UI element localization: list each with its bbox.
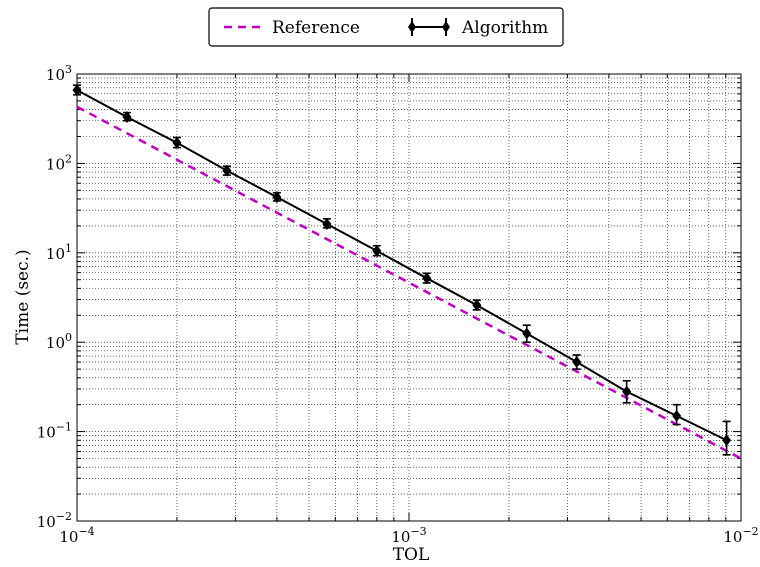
algorithm-point — [722, 434, 732, 447]
algorithm-point — [672, 409, 682, 422]
legend: Reference Algorithm — [208, 7, 564, 47]
series — [72, 84, 742, 460]
y-tick-label: 100 — [46, 331, 72, 352]
y-tick-label: 10−2 — [37, 510, 72, 531]
algorithm-point — [472, 299, 482, 312]
algorithm-point — [622, 385, 632, 398]
x-tick-label: 10−4 — [59, 525, 94, 546]
algorithm-point — [272, 191, 282, 204]
x-axis-label: TOL — [393, 545, 430, 565]
algorithm-point — [322, 217, 332, 230]
x-tick-label: 10−3 — [391, 525, 426, 546]
algorithm-point — [172, 136, 182, 149]
legend-reference-label: Reference — [272, 18, 360, 38]
algorithm-point — [372, 244, 382, 257]
algorithm-point — [72, 84, 82, 97]
y-tick-labels: 10−2 10−1 100 101 102 103 — [37, 63, 72, 531]
algorithm-point — [122, 111, 132, 124]
algorithm-point — [422, 272, 432, 285]
reference-line — [76, 105, 742, 460]
x-tick-labels: 10−4 10−3 10−2 — [59, 525, 758, 546]
algorithm-point — [522, 327, 532, 340]
axis-ticks — [76, 73, 742, 522]
y-tick-label: 10−1 — [37, 421, 72, 442]
legend-box — [208, 7, 564, 47]
x-tick-label: 10−2 — [723, 525, 758, 546]
y-tick-label: 101 — [46, 242, 72, 263]
y-tick-label: 103 — [46, 63, 72, 84]
y-axis-label: Time (sec.) — [13, 249, 33, 344]
algorithm-point — [222, 164, 232, 177]
algorithm-line — [76, 89, 728, 442]
algorithm-point — [572, 356, 582, 369]
legend-algorithm-swatch — [408, 18, 450, 36]
legend-algorithm-label: Algorithm — [461, 18, 548, 38]
y-tick-label: 102 — [46, 152, 72, 173]
